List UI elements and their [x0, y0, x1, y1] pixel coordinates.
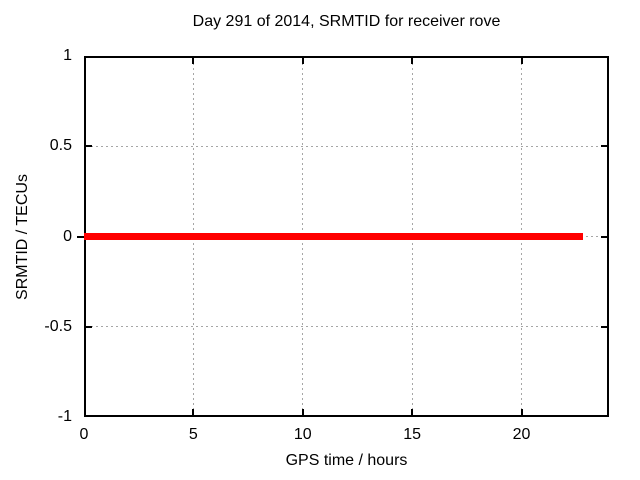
x-tick-bottom-20	[520, 409, 523, 415]
y-tick-left-0.5	[86, 145, 92, 148]
x-tick-top-10	[301, 58, 304, 64]
x-tick-top-20	[520, 58, 523, 64]
y-tick-left--0.5	[86, 325, 92, 328]
chart-title: Day 291 of 2014, SRMTID for receiver rov…	[192, 13, 501, 30]
x-tick-bottom-5	[192, 409, 195, 415]
gridline-y--0.5	[86, 326, 607, 328]
y-tick-label--1: -1	[57, 408, 72, 425]
y-tick-label-1: 1	[63, 47, 72, 64]
x-tick-bottom-15	[411, 409, 414, 415]
series-line-srmtid	[84, 233, 583, 240]
x-tick-top-15	[411, 58, 414, 64]
x-tick-label-10: 10	[293, 426, 312, 443]
y-tick-right-0.5	[601, 145, 607, 148]
x-tick-top-5	[192, 58, 195, 64]
y-tick-label--0.5: -0.5	[44, 317, 72, 335]
x-tick-bottom-10	[301, 409, 304, 415]
y-tick-right-0	[601, 235, 607, 238]
gridline-y-0.5	[86, 145, 607, 147]
x-tick-label-15: 15	[403, 426, 422, 443]
x-tick-label-20: 20	[512, 426, 531, 443]
x-tick-label-0: 0	[79, 426, 89, 443]
x-axis-label: GPS time / hours	[285, 452, 408, 469]
y-zero-outer-tick	[77, 235, 84, 238]
y-tick-label-0: 0	[63, 227, 72, 245]
x-tick-label-5: 5	[188, 426, 198, 443]
y-tick-label-0.5: 0.5	[49, 137, 72, 155]
y-tick-right--0.5	[601, 325, 607, 328]
